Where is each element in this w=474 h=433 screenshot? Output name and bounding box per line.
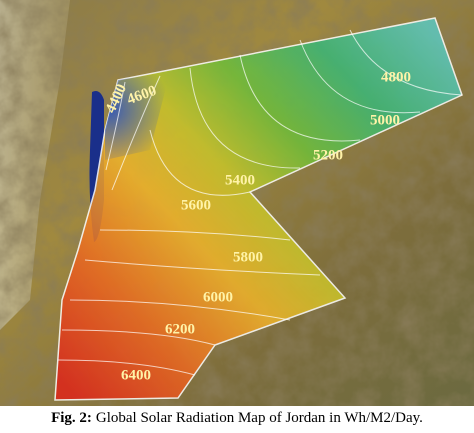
contour-label: 6200: [165, 321, 195, 337]
contour-label: 5600: [181, 197, 211, 213]
map: 4400460048005000520054005600580060006200…: [0, 0, 474, 406]
figure-number: Fig. 2:: [51, 410, 92, 426]
contour-label: 5000: [370, 112, 400, 128]
jordan-region: [54, 17, 463, 401]
contour-label: 5400: [225, 172, 255, 188]
caption: Fig. 2: Global Solar Radiation Map of Jor…: [0, 410, 474, 427]
contour-label: 6000: [203, 289, 233, 305]
contour-label: 5800: [233, 249, 263, 265]
contour-label: 4800: [381, 69, 411, 85]
contour-label: 5200: [313, 147, 343, 163]
contour-label: 6400: [121, 367, 151, 383]
caption-text: Global Solar Radiation Map of Jordan in …: [95, 410, 423, 426]
contour-lines: [57, 29, 463, 376]
